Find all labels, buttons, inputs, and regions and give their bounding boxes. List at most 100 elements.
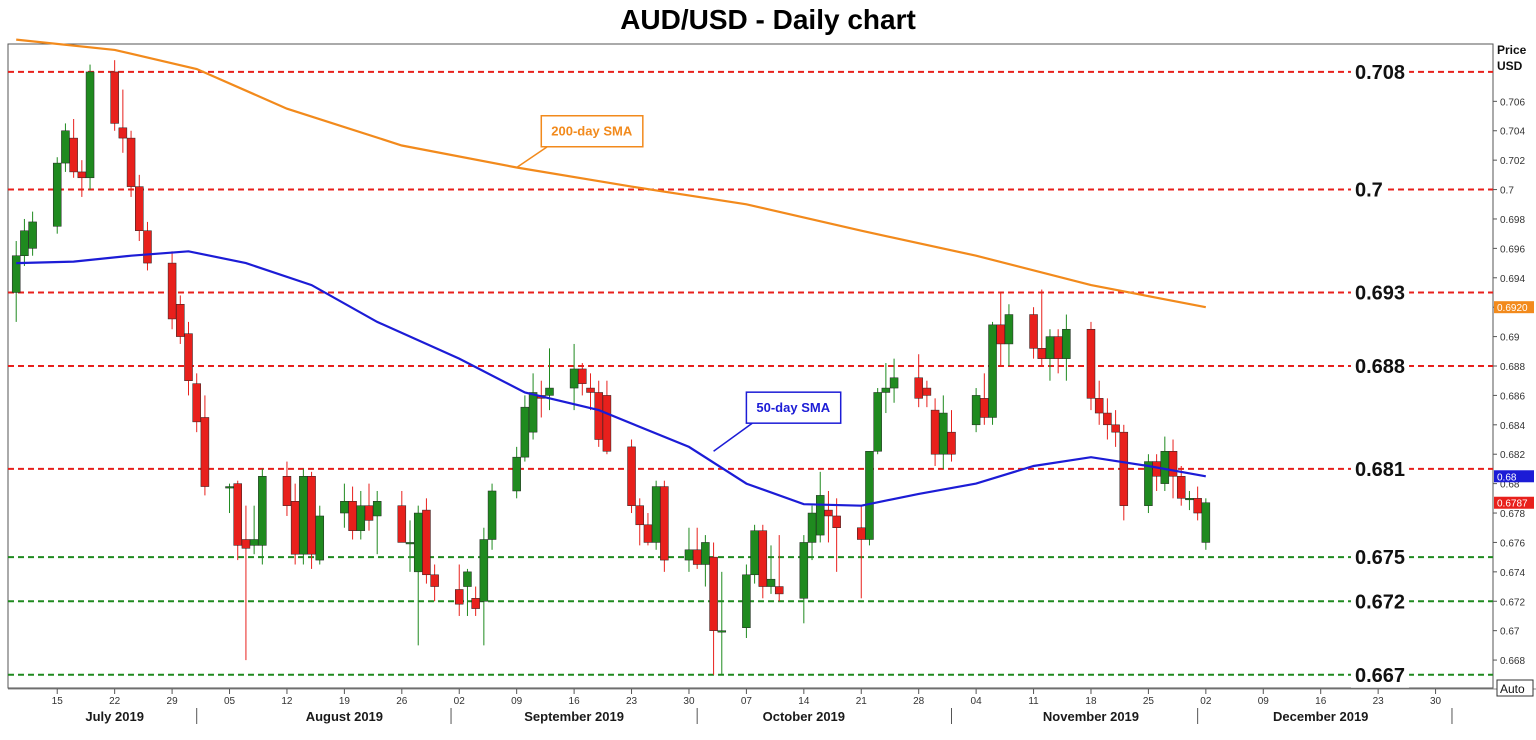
candle-body — [717, 630, 727, 633]
level-label-background — [1351, 355, 1410, 379]
x-tick-label: 25 — [1143, 696, 1155, 707]
candle-body — [28, 221, 37, 249]
candle-body — [643, 524, 653, 543]
candle-body — [815, 495, 825, 536]
candle-body — [126, 137, 136, 187]
candle-body — [11, 255, 21, 293]
candle-body — [947, 431, 956, 455]
candle-body — [774, 586, 784, 595]
candle-body — [1168, 451, 1178, 477]
y-tick-label: 0.67 — [1500, 627, 1520, 638]
price-badge — [1494, 470, 1534, 483]
x-tick-label: 23 — [626, 696, 638, 707]
candle-body — [602, 395, 612, 452]
candle-body — [315, 515, 325, 561]
candle-body — [299, 476, 308, 555]
candle-body — [832, 515, 841, 528]
y-tick-label: 0.684 — [1500, 421, 1525, 432]
candle-body — [348, 501, 357, 531]
month-label: October 2019 — [763, 709, 845, 724]
candle-body — [1201, 502, 1211, 543]
auto-scale-box — [1496, 679, 1534, 697]
level-label: 0.667 — [1355, 665, 1405, 687]
candle-body — [586, 387, 595, 393]
x-tick-label: 19 — [339, 696, 351, 707]
level-label-background — [1351, 663, 1410, 688]
candle-body — [69, 137, 78, 173]
x-tick-label: 30 — [1430, 696, 1442, 707]
candle-body — [881, 387, 891, 393]
candle-body — [85, 71, 95, 179]
y-tick-label: 0.668 — [1500, 656, 1525, 667]
annotation-label: 50-day SMA — [756, 400, 830, 415]
x-tick-label: 11 — [1028, 696, 1039, 707]
candle-body — [413, 512, 423, 573]
candle-body — [988, 324, 997, 418]
level-label: 0.681 — [1355, 459, 1405, 481]
y-tick-label: 0.694 — [1500, 274, 1525, 285]
candle-body — [233, 483, 242, 546]
candle-body — [692, 549, 702, 565]
candle-body — [225, 486, 234, 489]
x-tick-label: 07 — [741, 696, 753, 707]
price-badge-label: 0.6787 — [1497, 499, 1528, 510]
candle-body — [865, 451, 874, 540]
candle-body — [184, 333, 193, 381]
y-tick-label: 0.68 — [1500, 480, 1520, 491]
candle-body — [1111, 424, 1120, 433]
y-tick-label: 0.688 — [1500, 362, 1525, 373]
month-label: December 2019 — [1273, 709, 1368, 724]
candle-body — [1103, 412, 1112, 426]
candle-body — [110, 71, 119, 124]
candle-body — [578, 368, 587, 384]
y-tick-label: 0.678 — [1500, 509, 1525, 520]
price-badge-label: 0.68 — [1497, 472, 1517, 483]
level-label: 0.7 — [1355, 180, 1383, 202]
candle-body — [742, 574, 751, 628]
candle-body — [1086, 328, 1096, 399]
y-tick-label: 0.698 — [1500, 215, 1525, 226]
candle-body — [627, 446, 636, 506]
candle-body — [430, 574, 439, 587]
level-label-background — [1351, 60, 1410, 85]
level-label: 0.708 — [1355, 62, 1405, 84]
y-axis-title: Price — [1497, 43, 1527, 57]
candle-body — [939, 412, 948, 455]
candle-body — [569, 368, 579, 389]
candle-body — [1193, 498, 1202, 514]
x-tick-label: 02 — [1200, 696, 1212, 707]
price-badge — [1494, 301, 1534, 314]
candle-body — [1053, 336, 1063, 359]
candle-body — [1176, 476, 1186, 499]
candle-body — [766, 578, 776, 587]
level-label-background — [1351, 281, 1410, 306]
y-tick-label: 0.674 — [1500, 568, 1525, 579]
candle-body — [857, 527, 866, 540]
candle-body — [922, 387, 932, 396]
level-label-background — [1351, 590, 1410, 615]
candle-body — [167, 262, 177, 320]
y-tick-label: 0.686 — [1500, 391, 1525, 402]
candle-body — [971, 395, 981, 426]
candle-body — [807, 512, 817, 543]
auto-scale-label: Auto — [1500, 682, 1525, 696]
x-tick-label: 21 — [856, 696, 868, 707]
candle-body — [873, 392, 882, 452]
candle-body — [545, 387, 554, 396]
x-tick-label: 23 — [1373, 696, 1385, 707]
candle-body — [701, 542, 710, 565]
y-tick-label: 0.69 — [1500, 333, 1520, 344]
level-label: 0.672 — [1355, 591, 1405, 613]
candle-body — [479, 539, 489, 602]
y-tick-label: 0.7 — [1500, 186, 1514, 197]
chart-title: AUD/USD - Daily chart — [620, 4, 916, 35]
candle-body — [471, 598, 480, 609]
y-tick-label: 0.682 — [1500, 450, 1525, 461]
x-tick-label: 16 — [1315, 696, 1327, 707]
candle-body — [1144, 461, 1153, 506]
candle-body — [176, 303, 185, 337]
level-label-background — [1351, 457, 1410, 482]
y-axis-title: USD — [1497, 59, 1523, 73]
candle-body — [1119, 431, 1129, 506]
candle-body — [307, 476, 316, 555]
